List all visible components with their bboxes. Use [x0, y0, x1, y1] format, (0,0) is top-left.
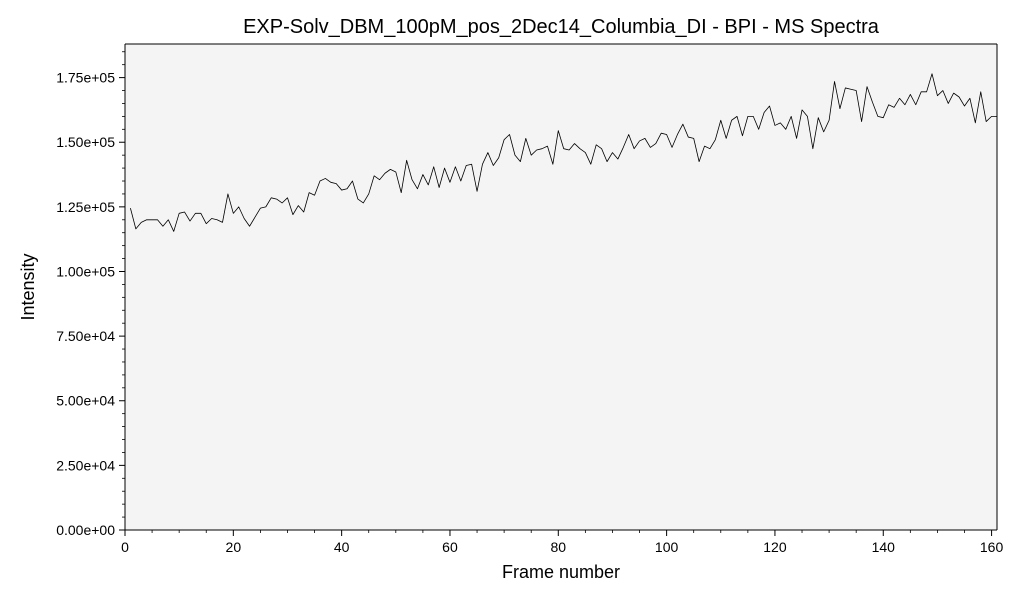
- y-tick-label: 5.00e+04: [56, 393, 115, 409]
- x-tick-label: 0: [121, 539, 129, 555]
- y-tick-label: 1.50e+05: [56, 134, 115, 150]
- y-tick-label: 1.25e+05: [56, 199, 115, 215]
- y-tick-label: 1.75e+05: [56, 70, 115, 86]
- x-tick-label: 120: [763, 539, 787, 555]
- x-tick-label: 160: [980, 539, 1004, 555]
- y-tick-label: 7.50e+04: [56, 328, 115, 344]
- x-tick-label: 140: [872, 539, 896, 555]
- series-line-0: [130, 73, 997, 232]
- y-axis-label: Intensity: [18, 253, 38, 320]
- x-tick-label: 40: [334, 539, 350, 555]
- y-tick-label: 0.00e+00: [56, 522, 115, 538]
- axes-layer: 0 20 40 60 80 100 120 140 160 0.00e+00 2.50e+04 5.0…: [56, 43, 1004, 555]
- y-tick-label: 2.50e+04: [56, 457, 115, 473]
- chart-title: EXP-Solv_DBM_100pM_pos_2Dec14_Columbia_D…: [243, 16, 880, 38]
- data-layer: [130, 73, 997, 232]
- y-tick-label: 1.00e+05: [56, 263, 115, 279]
- x-tick-label: 20: [226, 539, 242, 555]
- x-tick-label: 100: [655, 539, 679, 555]
- x-tick-label: 80: [551, 539, 567, 555]
- x-axis-label: Frame number: [502, 562, 620, 582]
- plot-area: [125, 44, 997, 530]
- x-tick-label: 60: [442, 539, 458, 555]
